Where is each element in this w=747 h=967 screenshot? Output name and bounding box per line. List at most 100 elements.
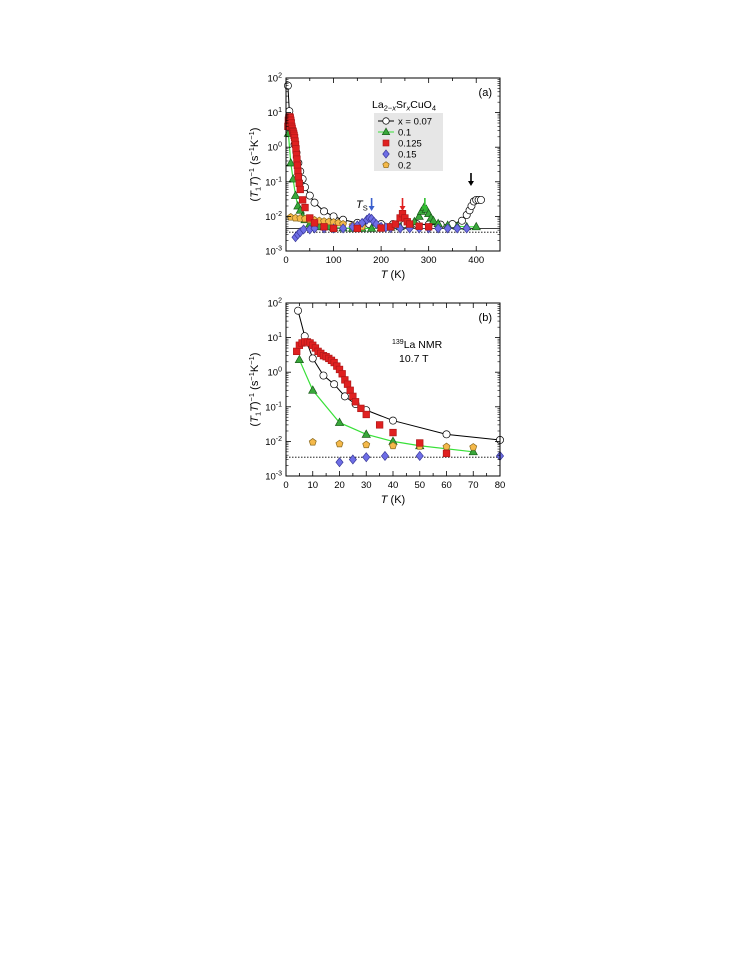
data-point <box>442 442 451 451</box>
data-point <box>443 223 452 234</box>
y-tick-label: 10-1 <box>265 401 282 413</box>
x-tick-label: 10 <box>307 480 318 491</box>
data-point <box>308 385 318 394</box>
data-point <box>308 354 317 363</box>
y-axis-label: (T1T)−1 (s−1K−1) <box>247 128 263 202</box>
data-point <box>468 446 478 456</box>
data-point <box>308 438 317 446</box>
data-point <box>320 207 328 216</box>
transition-arrow <box>368 198 375 211</box>
data-point <box>301 203 309 212</box>
annotation-nucleus: 139La NMR <box>392 339 443 351</box>
data-point <box>346 386 354 394</box>
x-tick-label: 70 <box>468 480 479 491</box>
data-point <box>319 371 328 380</box>
data-point <box>348 454 357 465</box>
arrow-head <box>399 206 406 211</box>
data-point <box>405 220 414 228</box>
data-point <box>357 404 365 413</box>
data-point <box>294 306 302 315</box>
annotation-field: 10.7 T <box>399 353 429 365</box>
data-point <box>361 429 371 438</box>
y-tick-label: 10-1 <box>265 176 282 188</box>
legend-marker <box>382 117 390 125</box>
data-point <box>414 211 424 220</box>
data-point <box>389 428 397 437</box>
data-point <box>377 224 385 232</box>
panel-label: (b) <box>479 312 492 324</box>
data-point <box>310 198 319 207</box>
x-tick-label: 80 <box>495 480 506 491</box>
data-point <box>293 161 302 169</box>
x-tick-label: 400 <box>468 255 484 266</box>
legend-label: x = 0.07 <box>398 117 432 128</box>
data-point <box>442 430 451 439</box>
data-point <box>362 440 371 449</box>
data-point <box>389 441 397 450</box>
data-point <box>310 219 319 227</box>
legend-marker <box>381 127 391 136</box>
data-point <box>415 450 424 461</box>
data-point <box>477 195 485 204</box>
data-point <box>425 223 433 231</box>
ts-label: TS <box>356 199 368 213</box>
data-point <box>290 190 301 199</box>
y-tick-label: 10-2 <box>265 211 282 223</box>
data-point <box>294 354 305 364</box>
data-point <box>299 224 308 235</box>
data-point <box>434 223 443 234</box>
x-tick-label: 30 <box>361 480 372 491</box>
transition-arrow <box>399 198 406 211</box>
data-point <box>335 457 344 468</box>
data-point <box>453 223 462 234</box>
legend-label: 0.2 <box>398 161 411 172</box>
y-tick-label: 10-2 <box>265 436 282 448</box>
plot-frame <box>285 302 501 477</box>
data-point <box>330 380 339 389</box>
data-point <box>375 421 384 429</box>
data-point <box>338 370 346 378</box>
x-tick-label: 300 <box>421 255 437 266</box>
data-point <box>305 191 314 200</box>
data-point <box>296 185 304 194</box>
data-point <box>469 443 478 451</box>
data-point <box>298 196 307 204</box>
data-point <box>415 222 423 230</box>
y-tick-label: 101 <box>268 107 283 119</box>
y-tick-label: 100 <box>268 367 283 379</box>
x-tick-label: 0 <box>283 480 288 491</box>
arrow-head <box>467 181 474 186</box>
x-tick-label: 60 <box>441 480 452 491</box>
x-tick-label: 50 <box>414 480 425 491</box>
series-line-0 <box>297 310 501 441</box>
data-point <box>295 179 303 188</box>
data-point <box>335 439 344 448</box>
data-point <box>416 439 424 447</box>
y-tick-label: 102 <box>268 73 283 85</box>
legend-label: 0.1 <box>398 128 411 139</box>
y-axis-label: (T1T)−1 (s−1K−1) <box>247 353 263 427</box>
x-tick-label: 200 <box>373 255 389 266</box>
data-point <box>389 416 397 425</box>
data-point <box>340 392 349 401</box>
arrow-head <box>368 206 375 211</box>
data-point <box>293 155 301 163</box>
x-tick-label: 0 <box>283 255 288 266</box>
panel-a: 0 100 200 300 400 10-3 10-2 10-1 100 101 102 T (K) (… <box>247 73 501 281</box>
y-tick-label: 10-3 <box>265 471 282 483</box>
panel-label: (a) <box>479 87 492 99</box>
data-point <box>442 449 451 458</box>
data-point <box>343 380 352 388</box>
series-4 <box>308 438 478 451</box>
transition-arrow <box>421 198 428 211</box>
panel-b: 0 10 20 30 40 50 60 70 80 10-3 10-2 10-1 100 101 102 T … <box>247 298 505 507</box>
data-point <box>362 452 371 463</box>
data-point <box>372 219 381 230</box>
data-point <box>391 220 400 228</box>
y-tick-label: 101 <box>268 332 283 344</box>
series-2 <box>293 338 451 458</box>
y-tick-label: 100 <box>268 142 283 154</box>
legend-marker <box>382 149 390 159</box>
